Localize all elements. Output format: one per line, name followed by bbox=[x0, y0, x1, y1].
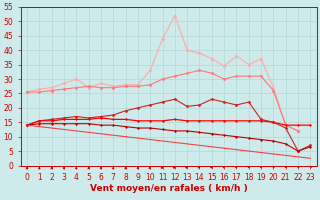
X-axis label: Vent moyen/en rafales ( km/h ): Vent moyen/en rafales ( km/h ) bbox=[90, 184, 248, 193]
